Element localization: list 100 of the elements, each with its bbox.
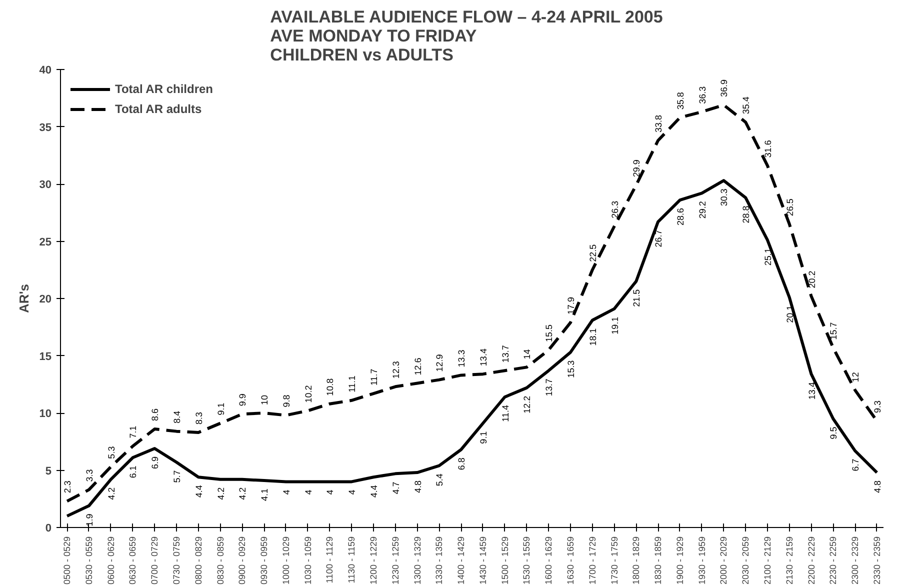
data-label: 4.4 — [194, 485, 204, 498]
data-label: 12.2 — [522, 396, 532, 414]
x-tick-label: 0530 - 0559 — [84, 536, 94, 585]
x-tick-label: 0500 - 0529 — [62, 536, 72, 585]
data-label: 9.3 — [872, 400, 882, 414]
data-label: 4.8 — [872, 480, 882, 494]
data-label: 9.9 — [238, 394, 248, 406]
data-label: 5.4 — [434, 474, 445, 486]
data-label: 15.5 — [544, 324, 554, 342]
data-label: 26.3 — [610, 200, 620, 218]
data-label: 9.5 — [828, 426, 839, 440]
x-tick-label: 1030 - 1059 — [302, 536, 313, 585]
data-label: 4.2 — [106, 487, 116, 500]
x-tick-label: 1000 - 1029 — [280, 536, 291, 585]
data-label: 4 — [303, 490, 314, 495]
data-label: 12.9 — [434, 354, 445, 372]
data-label: 13.4 — [478, 348, 488, 366]
data-label: 9.8 — [281, 394, 292, 408]
data-label: 4.1 — [260, 488, 270, 502]
data-label: 35.4 — [741, 96, 752, 114]
data-label: 8.3 — [194, 412, 204, 424]
x-tick-label: 1930 - 1959 — [696, 536, 707, 585]
x-tick-label: 1200 - 1229 — [368, 536, 379, 585]
data-label: 4 — [325, 490, 336, 495]
x-tick-label: 0800 - 0829 — [193, 536, 204, 585]
x-tick-label: 1400 - 1429 — [456, 536, 466, 585]
data-label: 15.3 — [566, 360, 576, 378]
x-tick-label: 0700 - 0729 — [150, 536, 160, 585]
x-tick-label: 2000 - 2029 — [718, 536, 729, 585]
x-tick-label: 1800 - 1829 — [631, 536, 642, 585]
x-tick-label: 1330 - 1359 — [434, 536, 444, 585]
data-label: 18.1 — [588, 328, 598, 346]
x-tick-label: 1500 - 1529 — [500, 536, 510, 585]
x-tick-label: 0600 - 0629 — [106, 536, 116, 585]
data-label: 11.4 — [500, 404, 510, 422]
data-label: 6.8 — [456, 458, 467, 470]
legend-label: Total AR adults — [115, 102, 202, 116]
x-tick-label: 1900 - 1929 — [674, 536, 685, 585]
y-axis-title: AR's — [16, 284, 32, 314]
data-label: 4 — [281, 490, 292, 495]
y-tick-label: 20 — [39, 294, 52, 306]
x-tick-label: 2230 - 2259 — [828, 536, 838, 585]
x-tick-label: 2030 - 2059 — [740, 536, 751, 585]
y-tick-label: 10 — [39, 408, 52, 420]
data-label: 12.6 — [412, 358, 423, 376]
data-label: 36.9 — [719, 79, 730, 97]
data-label: 21.5 — [632, 289, 642, 307]
x-tick-label: 0730 - 0759 — [172, 536, 182, 585]
x-tick-label: 2130 - 2159 — [784, 536, 794, 585]
chart-title: AVAILABLE AUDIENCE FLOW – 4-24 APRIL 2005 AVE MONDAY TO FRIDAY CHILDREN vs ADULTS — [270, 8, 663, 64]
data-label: 7.1 — [128, 426, 138, 438]
data-label: 19.1 — [610, 316, 620, 334]
x-tick-label: 1530 - 1559 — [522, 536, 532, 585]
data-label: 12 — [850, 372, 861, 382]
x-tick-label: 1830 - 1859 — [653, 536, 664, 585]
data-label: 3.3 — [84, 469, 94, 482]
data-label: 6.9 — [150, 456, 160, 470]
data-label: 28.6 — [675, 208, 686, 226]
data-label: 29.2 — [697, 201, 708, 219]
y-tick-label: 15 — [39, 350, 52, 363]
y-tick-label: 30 — [39, 179, 52, 191]
x-tick-label: 0900 - 0929 — [237, 536, 248, 585]
x-tick-label: 1130 - 1159 — [346, 536, 357, 584]
data-label: 26.5 — [784, 198, 795, 216]
data-label: 1.9 — [84, 514, 94, 526]
data-label: 17.9 — [566, 297, 576, 315]
data-label: 4.2 — [216, 487, 226, 500]
x-tick-label: 1630 - 1659 — [565, 536, 576, 585]
data-label: 6.7 — [850, 458, 861, 472]
x-tick-label: 2300 - 2329 — [850, 536, 860, 585]
data-label: 6.1 — [128, 466, 138, 478]
data-label: 11.1 — [347, 376, 358, 392]
data-label: 4 — [347, 490, 358, 495]
y-tick-label: 25 — [39, 236, 52, 248]
data-label: 5.7 — [172, 470, 182, 483]
data-label: 13.7 — [544, 378, 554, 396]
y-tick-label: 35 — [39, 122, 52, 134]
data-label: 9.1 — [216, 402, 226, 416]
data-label: 4.2 — [238, 487, 248, 500]
data-label: 5.3 — [106, 446, 116, 459]
data-label: 8.6 — [150, 408, 160, 422]
x-tick-label: 2200 - 2229 — [806, 536, 816, 585]
x-tick-label: 2330 - 2359 — [872, 536, 882, 585]
x-tick-label: 1600 - 1629 — [544, 536, 554, 585]
data-label: 4.4 — [369, 485, 380, 498]
data-label: 31.6 — [762, 140, 773, 158]
data-label: 15.7 — [828, 322, 839, 340]
x-tick-label: 0830 - 0859 — [215, 536, 226, 585]
x-tick-label: 2100 - 2129 — [762, 536, 772, 585]
data-label: 35.8 — [675, 92, 686, 110]
data-label: 26.7 — [654, 230, 664, 248]
legend-label: Total AR children — [115, 82, 214, 96]
y-tick-label: 5 — [45, 465, 52, 478]
data-label: 13.7 — [500, 345, 510, 363]
x-tick-label: 1700 - 1729 — [587, 536, 598, 585]
data-label: 4.7 — [390, 482, 401, 494]
data-label: 4.8 — [412, 480, 423, 494]
x-tick-label: 0630 - 0659 — [128, 536, 138, 585]
data-label: 22.5 — [588, 244, 598, 262]
y-tick-label: 40 — [39, 64, 52, 76]
